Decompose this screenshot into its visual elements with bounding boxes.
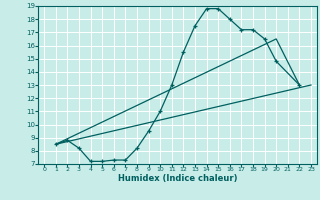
X-axis label: Humidex (Indice chaleur): Humidex (Indice chaleur)	[118, 174, 237, 183]
